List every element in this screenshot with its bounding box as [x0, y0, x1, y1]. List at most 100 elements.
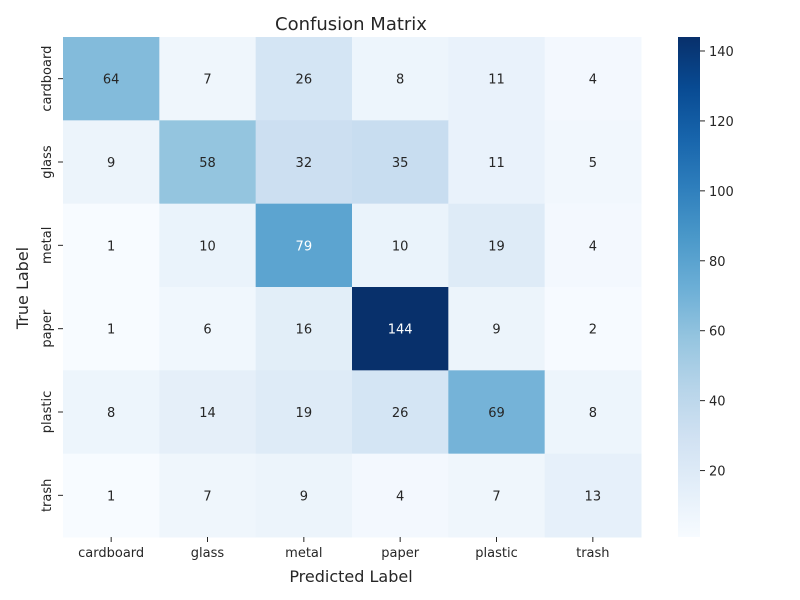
cell-value-label: 8 — [107, 406, 115, 421]
x-tick-labels: cardboard glass metal paper plastic trash — [78, 537, 610, 561]
heatmap-cell — [544, 287, 642, 371]
heatmap-cell — [544, 37, 642, 121]
heatmap-cell — [352, 203, 449, 288]
colorbar-tick-label: 80 — [709, 255, 726, 270]
colorbar-tick-label: 40 — [709, 395, 726, 410]
y-tick-label: cardboard — [40, 46, 55, 112]
heatmap-cell — [352, 120, 449, 205]
cell-value-label: 9 — [492, 323, 500, 338]
heatmap-cell — [255, 203, 353, 288]
colorbar: 20 40 60 80 100 120 140 — [678, 37, 734, 537]
cell-value-label: 14 — [199, 406, 216, 421]
colorbar-tick-label: 120 — [709, 115, 734, 130]
cell-value-label: 1 — [107, 489, 115, 504]
x-tick-label: cardboard — [78, 546, 144, 561]
colorbar-tick-label: 20 — [709, 465, 726, 480]
heatmap-cell — [352, 370, 449, 455]
heatmap-cell — [159, 37, 257, 121]
heatmap-cell — [159, 203, 257, 288]
heatmap-cell — [255, 287, 353, 371]
cell-value-label: 8 — [396, 73, 404, 88]
cell-value-label: 10 — [392, 239, 409, 254]
cell-value-label: 1 — [107, 239, 115, 254]
cell-value-label: 7 — [492, 489, 500, 504]
heatmap-cell — [448, 287, 546, 371]
colorbar-tick-label: 60 — [709, 325, 726, 340]
x-tick-label: metal — [285, 546, 322, 561]
y-tick-label: paper — [40, 309, 55, 347]
heatmap-cell — [544, 203, 642, 288]
heatmap-cell — [352, 37, 449, 121]
heatmap-cell — [448, 370, 546, 455]
cell-value-label: 16 — [296, 323, 313, 338]
y-tick-label: glass — [40, 145, 55, 179]
cell-value-label: 4 — [396, 489, 404, 504]
heatmap-cell — [159, 287, 257, 371]
cell-value-label: 7 — [203, 489, 211, 504]
cell-value-label: 35 — [392, 156, 409, 171]
colorbar-tick-label: 140 — [709, 45, 734, 60]
y-tick-labels: cardboard glass metal paper plastic trash — [40, 46, 63, 512]
x-axis-label: Predicted Label — [289, 567, 412, 586]
heatmap-cell — [352, 453, 449, 538]
heatmap-cell — [255, 120, 353, 205]
heatmap-cell — [352, 287, 449, 371]
x-tick-label: glass — [191, 546, 225, 561]
cell-value-label: 4 — [589, 239, 597, 254]
cell-value-label: 9 — [107, 156, 115, 171]
cell-value-label: 32 — [296, 156, 313, 171]
cell-value-label: 9 — [300, 489, 308, 504]
cell-value-label: 11 — [488, 73, 505, 88]
cell-value-label: 64 — [103, 73, 120, 88]
heatmap-cell — [255, 370, 353, 455]
heatmap-cell — [255, 453, 353, 538]
y-tick-label: trash — [40, 479, 55, 512]
heatmap-cell — [63, 120, 160, 205]
heatmap-cell — [159, 453, 257, 538]
x-tick-label: paper — [381, 546, 419, 561]
cell-value-label: 7 — [203, 73, 211, 88]
cell-value-label: 11 — [488, 156, 505, 171]
heatmap-cells: 64 7 26 8 11 49 58 32 35 11 51 10 79 10 19 41 6 16 144 9 28 1… — [63, 37, 642, 538]
heatmap-cell — [63, 37, 160, 121]
cell-value-label: 19 — [296, 406, 313, 421]
heatmap-cell — [159, 370, 257, 455]
cell-value-label: 26 — [392, 406, 409, 421]
heatmap-cell — [448, 203, 546, 288]
cell-value-label: 2 — [589, 323, 597, 338]
heatmap-cell — [63, 370, 160, 455]
heatmap-cell — [544, 453, 642, 538]
colorbar-tick-label: 100 — [709, 185, 734, 200]
heatmap-cell — [63, 287, 160, 371]
x-tick-label: plastic — [475, 546, 517, 561]
heatmap-cell — [63, 453, 160, 538]
cell-value-label: 10 — [199, 239, 216, 254]
cell-value-label: 144 — [388, 323, 413, 338]
cell-value-label: 26 — [296, 73, 313, 88]
x-tick-label: trash — [576, 546, 609, 561]
cell-value-label: 19 — [488, 239, 505, 254]
heatmap-cell — [448, 37, 546, 121]
colorbar-gradient — [678, 37, 700, 537]
cell-value-label: 4 — [589, 73, 597, 88]
heatmap-cell — [544, 120, 642, 205]
y-tick-label: plastic — [40, 391, 55, 433]
cell-value-label: 13 — [585, 489, 602, 504]
heatmap-cell — [255, 37, 353, 121]
cell-value-label: 6 — [203, 323, 211, 338]
cell-value-label: 8 — [589, 406, 597, 421]
cell-value-label: 5 — [589, 156, 597, 171]
chart-title: Confusion Matrix — [275, 14, 427, 35]
heatmap-cell — [544, 370, 642, 455]
cell-value-label: 69 — [488, 406, 505, 421]
y-axis-label: True Label — [13, 247, 32, 330]
y-tick-label: metal — [40, 227, 55, 264]
heatmap-cell — [63, 203, 160, 288]
cell-value-label: 58 — [199, 156, 216, 171]
cell-value-label: 79 — [296, 239, 313, 254]
heatmap-cell — [448, 120, 546, 205]
heatmap-cell — [448, 453, 546, 538]
heatmap-cell — [159, 120, 257, 205]
cell-value-label: 1 — [107, 323, 115, 338]
